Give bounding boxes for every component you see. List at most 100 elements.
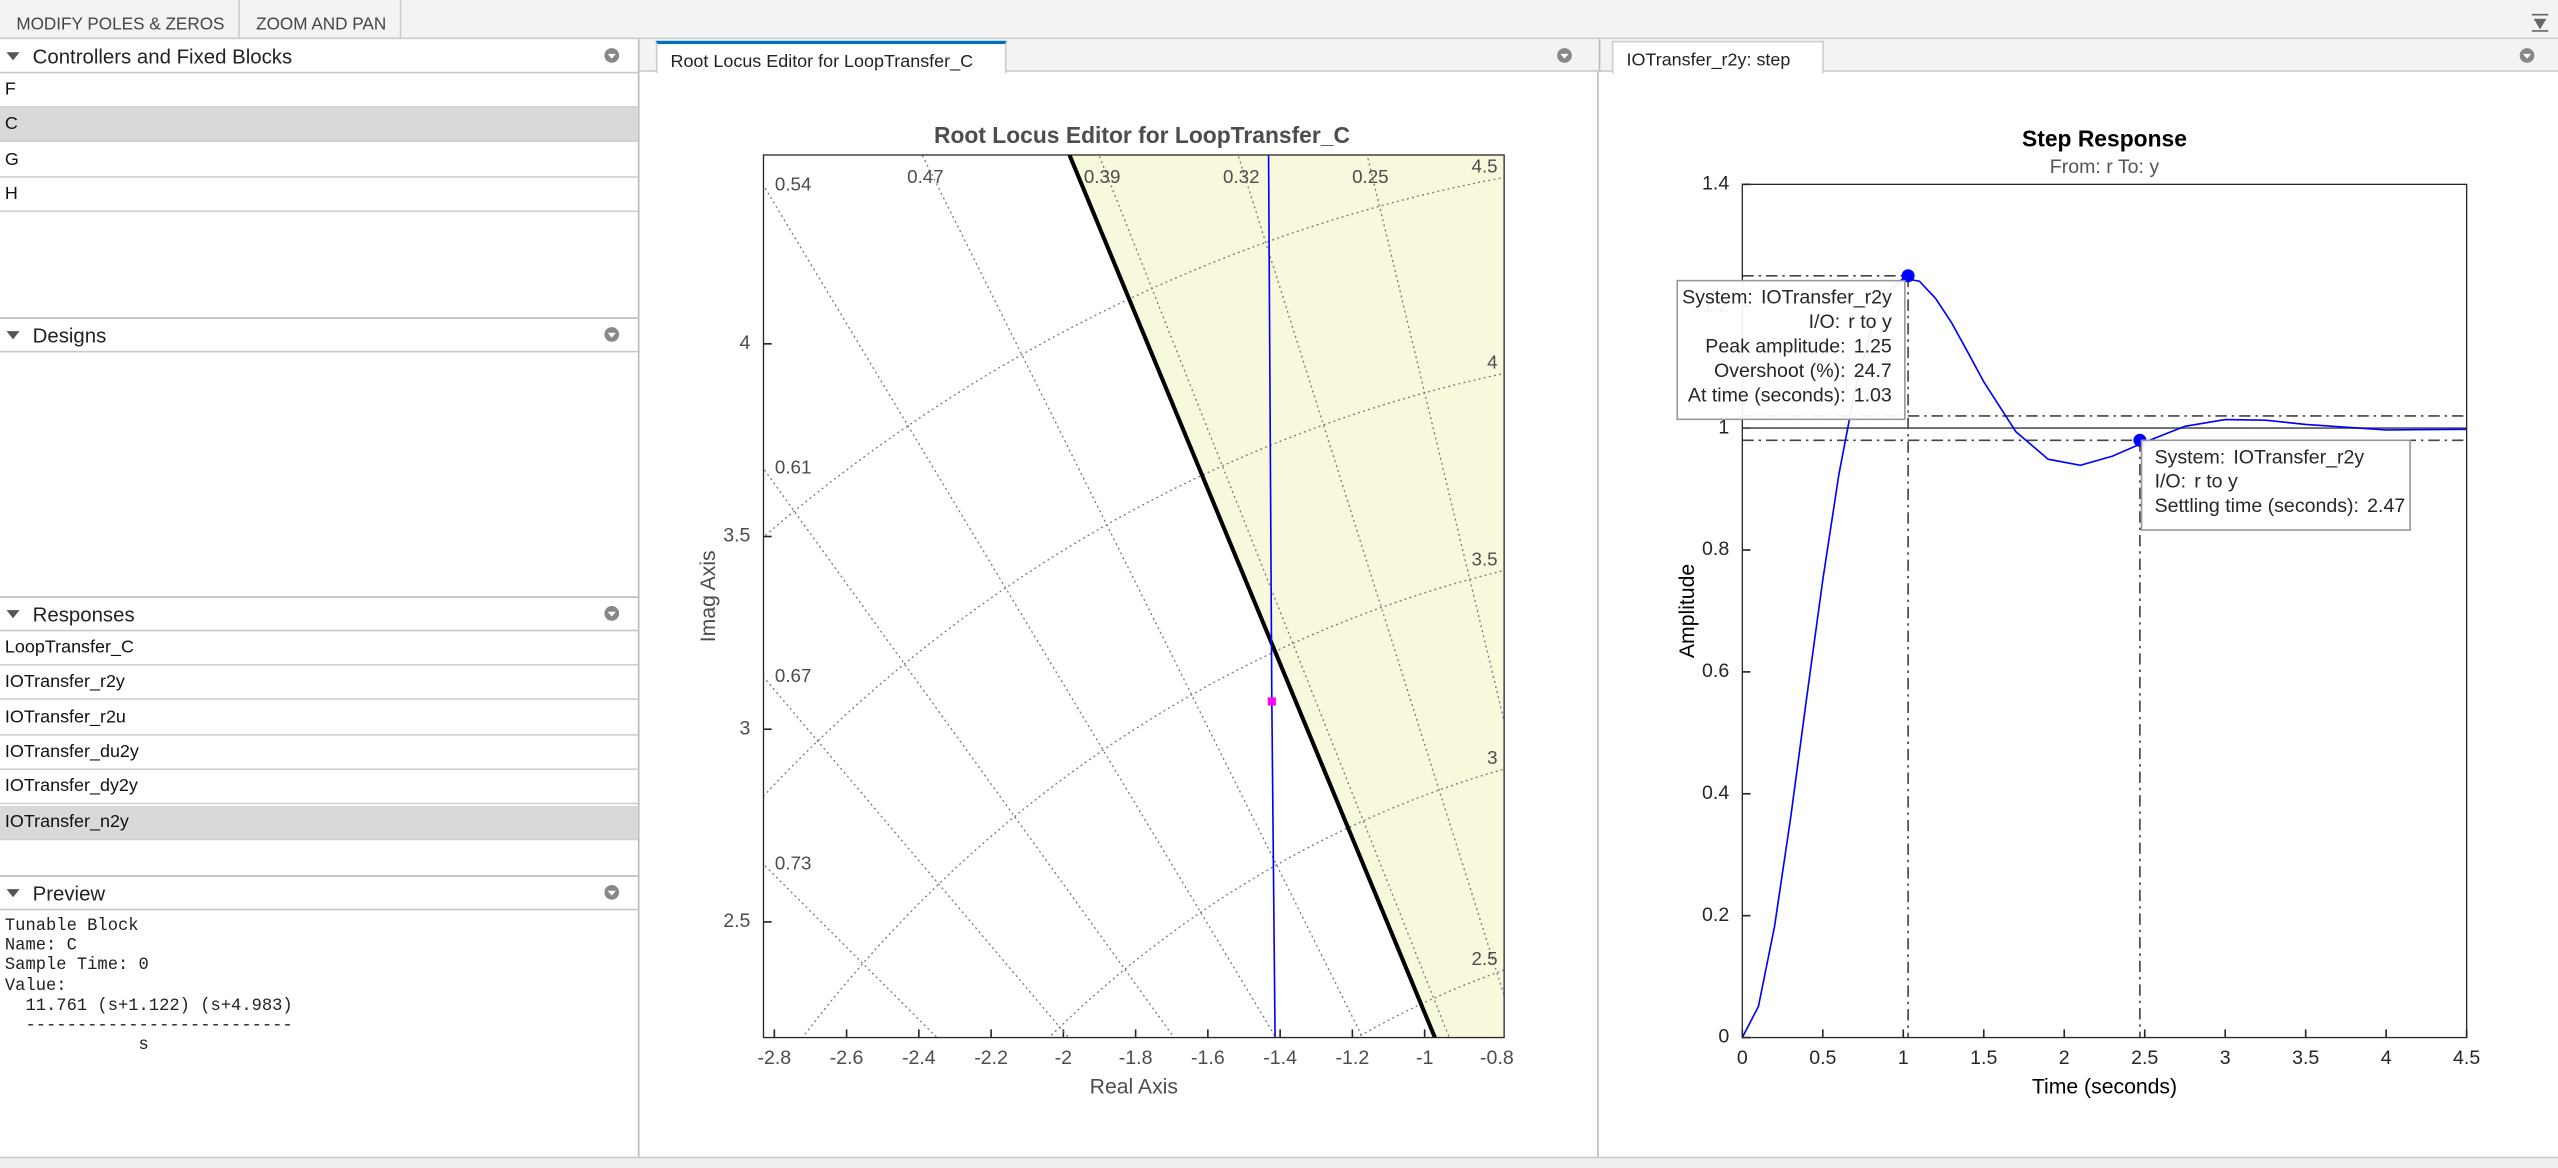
x-tick-label: -1.2 [1336, 1047, 1370, 1069]
x-tick-label: 0.5 [1809, 1047, 1836, 1069]
collapse-triangle [6, 331, 20, 340]
damping-label: 0.25 [1352, 166, 1389, 187]
list-item[interactable]: IOTransfer_r2u [0, 701, 638, 736]
y-tick-label: 1.4 [1702, 173, 1729, 195]
datatip-row: System: IOTransfer_r2y [2155, 446, 2365, 468]
datatip-label: I/O: [1809, 311, 1841, 333]
list-item[interactable]: G [0, 143, 638, 178]
x-axis-label: Real Axis [1090, 1076, 1178, 1099]
preview-line: Tunable Block [4, 916, 139, 937]
datatip-row: System: IOTransfer_r2y [1682, 287, 1892, 309]
status-bar [0, 1156, 2558, 1168]
datatip-row: Settling time (seconds): 2.47 [2155, 495, 2406, 517]
x-tick-label: -2.8 [757, 1047, 791, 1069]
peak-marker [1901, 269, 1915, 283]
datatip [2140, 439, 2411, 531]
x-tick-label: -1.6 [1191, 1047, 1225, 1069]
datatip-row: Overshoot (%): 24.7 [1714, 360, 1892, 382]
list-item[interactable]: IOTransfer_n2y [0, 805, 638, 840]
y-tick-label: 0 [1718, 1026, 1729, 1048]
section-header[interactable]: Designs [0, 320, 638, 353]
y-tick-label: 3 [740, 717, 751, 739]
panel-menu-arrow [2522, 53, 2532, 59]
constraint-region [1069, 154, 1505, 1038]
x-tick-label: -0.8 [1480, 1047, 1514, 1069]
panel-menu-arrow [607, 890, 616, 896]
panel-menu-arrow [1560, 53, 1569, 59]
section-header[interactable]: Preview [0, 878, 638, 911]
chart-title: Root Locus Editor for LoopTransfer_C [934, 122, 1350, 148]
datatip-label: I/O: [2155, 471, 2187, 493]
x-tick-label: 4 [2381, 1047, 2392, 1069]
x-tick-label: -2 [1055, 1047, 1072, 1069]
x-tick-label: -1.4 [1263, 1047, 1297, 1069]
preview-line: 11.761 (s+1.122) (s+4.983) [4, 996, 293, 1017]
damping-label: 0.54 [775, 173, 811, 194]
collapse-triangle [6, 52, 20, 61]
datatip-value: 24.7 [1854, 360, 1892, 382]
datatip-value: 2.47 [2367, 495, 2405, 517]
y-tick-label: 4 [740, 332, 751, 354]
x-tick-label: 1 [1898, 1047, 1909, 1069]
toolstrip-tab[interactable]: MODIFY POLES & ZEROS [0, 0, 240, 40]
frequency-label: 2.5 [1472, 948, 1498, 969]
datatip-label: System: [2155, 446, 2226, 468]
toolstrip-tab[interactable]: ZOOM AND PAN [240, 0, 401, 40]
panel-menu-arrow [607, 611, 616, 617]
x-tick-label: -2.4 [902, 1047, 936, 1069]
datatip-label: Overshoot (%): [1714, 360, 1846, 382]
damping-label: 0.67 [775, 665, 811, 686]
datatip-label: At time (seconds): [1688, 385, 1846, 407]
frequency-label: 3.5 [1472, 549, 1498, 570]
document-tab[interactable]: Root Locus Editor for LoopTransfer_C [655, 40, 1008, 74]
step-response-line [1742, 277, 2467, 1038]
list-item[interactable]: LoopTransfer_C [0, 631, 638, 666]
section-header[interactable]: Controllers and Fixed Blocks [0, 41, 638, 74]
list-item[interactable]: IOTransfer_r2y [0, 666, 638, 701]
preview-line: -------------------------- [4, 1016, 293, 1036]
damping-grid-line [921, 154, 1364, 1038]
list-item[interactable]: IOTransfer_du2y [0, 736, 638, 770]
section-header[interactable]: Responses [0, 599, 638, 632]
damping-label: 0.47 [907, 166, 944, 187]
datatip [1676, 279, 1906, 421]
x-tick-label: 2.5 [2131, 1047, 2158, 1069]
preview-line: s [4, 1036, 149, 1056]
frequency-label: 4.5 [1472, 156, 1498, 177]
collapse-triangle [6, 610, 20, 619]
damping-label: 0.73 [775, 852, 811, 873]
list-item[interactable]: H [0, 178, 638, 212]
list-item[interactable]: IOTransfer_dy2y [0, 770, 638, 805]
y-tick-label: 3.5 [723, 525, 750, 547]
divider [1597, 71, 1599, 1157]
datatip-label: Settling time (seconds): [2155, 495, 2359, 517]
x-tick-label: 4.5 [2453, 1047, 2480, 1069]
x-tick-label: 2 [2059, 1047, 2070, 1069]
closed-loop-pole [1267, 697, 1276, 706]
datatip-label: Peak amplitude: [1705, 336, 1845, 358]
collapse-triangle [6, 889, 20, 898]
x-tick-label: 0 [1737, 1047, 1748, 1069]
toolstrip [0, 0, 2558, 40]
x-tick-label: 3.5 [2292, 1047, 2319, 1069]
axes-box [1741, 183, 2468, 1039]
datatip-value: r to y [2194, 471, 2238, 493]
document-tab[interactable]: IOTransfer_r2y: step [1611, 40, 1825, 74]
y-axis-label: Imag Axis [697, 550, 720, 642]
datatip-row: At time (seconds): 1.03 [1688, 385, 1892, 407]
x-tick-label: -1 [1416, 1047, 1433, 1069]
list-item[interactable]: F [0, 73, 638, 108]
preview-line: Name: C [4, 936, 77, 957]
frequency-label: 3 [1487, 747, 1497, 768]
datatip-value: 1.25 [1854, 336, 1892, 358]
preview-line: Value: [4, 976, 67, 997]
list-item[interactable]: C [0, 108, 638, 143]
y-tick-label: 0.2 [1702, 904, 1729, 926]
data-browser [0, 39, 640, 1157]
datatip-row: I/O: r to y [2155, 471, 2238, 493]
y-axis-label: Amplitude [1676, 564, 1699, 658]
damping-label: 0.39 [1084, 166, 1121, 187]
x-tick-label: 1.5 [1970, 1047, 1997, 1069]
